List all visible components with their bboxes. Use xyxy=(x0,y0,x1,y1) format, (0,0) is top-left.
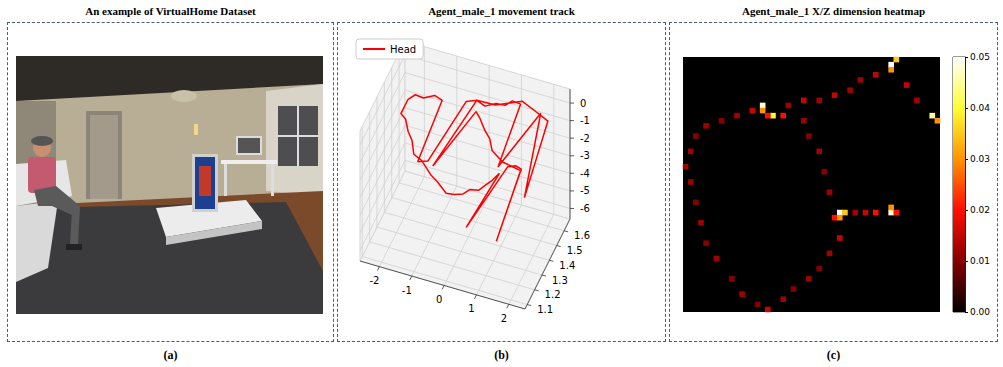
svg-text:-3: -3 xyxy=(580,150,590,161)
svg-text:0.01: 0.01 xyxy=(970,256,990,266)
html-text:An example of VirtualHome Data: An example of VirtualHome Dataset xyxy=(85,5,256,17)
svg-text:-5: -5 xyxy=(580,185,590,196)
svg-text:2: 2 xyxy=(501,313,507,324)
svg-text:0: 0 xyxy=(436,294,442,305)
svg-text:-4: -4 xyxy=(580,168,590,179)
html-text:(b): (b) xyxy=(494,348,509,362)
svg-text:0.03: 0.03 xyxy=(970,154,990,164)
svg-text:0.02: 0.02 xyxy=(970,205,990,215)
svg-text:-2: -2 xyxy=(369,275,379,286)
svg-text:Head: Head xyxy=(390,44,416,55)
html-text:Agent_male_1 X/Z dimension hea: Agent_male_1 X/Z dimension heatmap xyxy=(742,5,925,17)
svg-text:1.1: 1.1 xyxy=(537,304,553,315)
svg-text:1: 1 xyxy=(468,303,474,314)
svg-text:0.05: 0.05 xyxy=(970,52,990,62)
svg-text:-6: -6 xyxy=(580,203,590,214)
svg-text:1.4: 1.4 xyxy=(559,260,575,271)
svg-text:1.6: 1.6 xyxy=(574,230,590,241)
svg-text:0.00: 0.00 xyxy=(970,307,990,317)
svg-text:1.3: 1.3 xyxy=(552,275,568,286)
svg-text:-1: -1 xyxy=(580,115,590,126)
svg-text:1.2: 1.2 xyxy=(545,289,561,300)
svg-text:0: 0 xyxy=(580,98,586,109)
html-text:Agent_male_1 movement track: Agent_male_1 movement track xyxy=(428,5,575,17)
html-text:(a): (a) xyxy=(163,348,178,362)
svg-text:1.5: 1.5 xyxy=(567,245,583,256)
html-text:(c): (c) xyxy=(826,348,841,362)
svg-text:-2: -2 xyxy=(580,133,590,144)
svg-text:0.04: 0.04 xyxy=(970,103,990,113)
svg-text:-1: -1 xyxy=(402,285,412,296)
